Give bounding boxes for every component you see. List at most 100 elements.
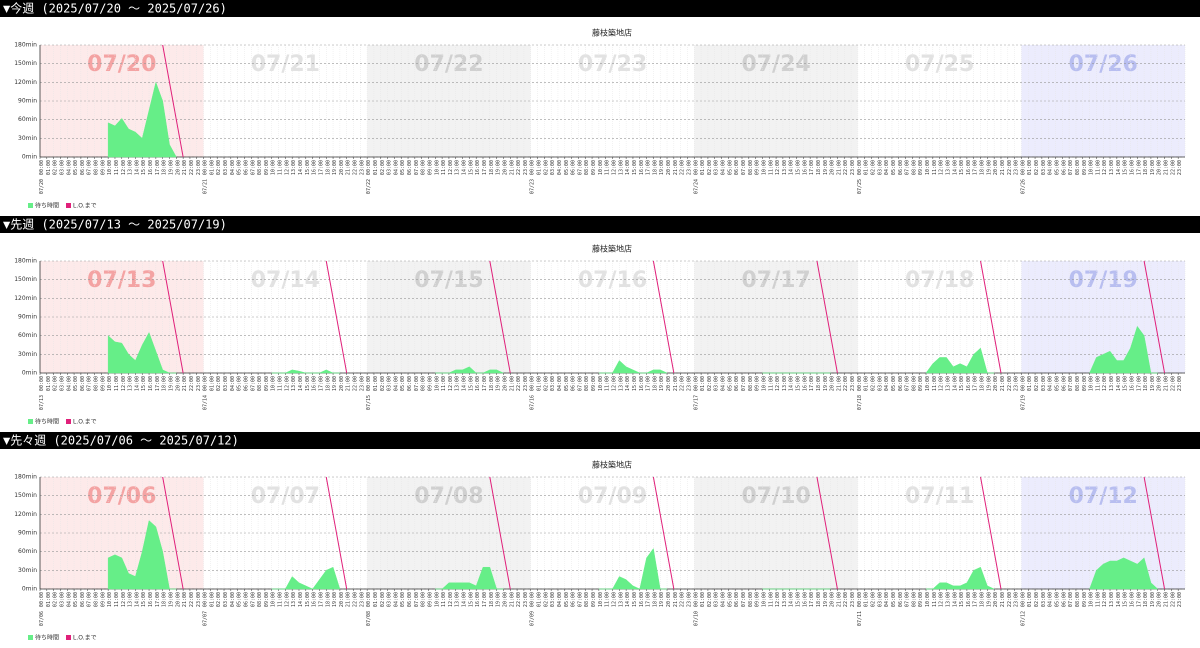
- x-tick-label: 01:00: [46, 376, 52, 391]
- x-date-label: 07/12: [1020, 611, 1026, 626]
- x-tick-label: 15:00: [141, 592, 147, 607]
- x-tick-label: 02:00: [53, 376, 59, 391]
- x-date-label: 07/13: [39, 395, 45, 410]
- x-tick-label: 11:00: [114, 592, 120, 607]
- x-tick-label: 15:00: [632, 376, 638, 391]
- x-tick-label: 14:00: [298, 376, 304, 391]
- x-tick-label: 10:00: [1089, 376, 1095, 391]
- x-tick-label: 18:00: [162, 160, 168, 175]
- section-header: ▼今週 (2025/07/20 〜 2025/07/26): [3, 1, 227, 16]
- x-tick-label: 23:00: [686, 376, 692, 391]
- x-tick-label: 14:00: [462, 160, 468, 175]
- day-label: 07/26: [1069, 52, 1138, 77]
- x-tick-label: 23:00: [196, 592, 202, 607]
- x-tick-label: 08:00: [421, 592, 427, 607]
- x-tick-label: 22:00: [680, 592, 686, 607]
- x-tick-label: 00:00: [1020, 160, 1026, 175]
- x-tick-label: 10:00: [761, 160, 767, 175]
- x-tick-label: 01:00: [537, 376, 543, 391]
- x-tick-label: 03:00: [877, 376, 883, 391]
- x-tick-label: 12:00: [612, 592, 618, 607]
- x-tick-label: 01:00: [1027, 160, 1033, 175]
- x-tick-label: 01:00: [373, 592, 379, 607]
- x-tick-label: 14:00: [789, 592, 795, 607]
- x-tick-label: 13:00: [1109, 592, 1115, 607]
- x-tick-label: 15:00: [305, 592, 311, 607]
- x-tick-label: 06:00: [1061, 592, 1067, 607]
- x-tick-label: 16:00: [802, 376, 808, 391]
- x-tick-label: 13:00: [128, 592, 134, 607]
- x-tick-label: 09:00: [918, 160, 924, 175]
- x-tick-label: 01:00: [864, 160, 870, 175]
- x-tick-label: 15:00: [959, 160, 965, 175]
- x-tick-label: 06:00: [571, 376, 577, 391]
- x-tick-label: 08:00: [1075, 592, 1081, 607]
- x-tick-label: 17:00: [809, 376, 815, 391]
- x-tick-label: 00:00: [1020, 592, 1026, 607]
- x-tick-label: 04:00: [230, 592, 236, 607]
- y-tick-label: 30min: [18, 135, 37, 142]
- x-tick-label: 08:00: [748, 160, 754, 175]
- x-tick-label: 21:00: [1164, 376, 1170, 391]
- x-tick-label: 20:00: [502, 592, 508, 607]
- x-tick-label: 18:00: [980, 376, 986, 391]
- x-tick-label: 11:00: [114, 376, 120, 391]
- x-tick-label: 09:00: [100, 160, 106, 175]
- x-tick-label: 16:00: [1129, 376, 1135, 391]
- x-tick-label: 06:00: [898, 160, 904, 175]
- x-tick-label: 20:00: [1157, 592, 1163, 607]
- day-label: 07/21: [251, 52, 320, 77]
- x-tick-label: 21:00: [836, 592, 842, 607]
- x-tick-label: 22:00: [1170, 592, 1176, 607]
- x-tick-label: 04:00: [230, 160, 236, 175]
- x-tick-label: 03:00: [223, 592, 229, 607]
- x-tick-label: 16:00: [639, 160, 645, 175]
- x-tick-label: 16:00: [475, 376, 481, 391]
- x-tick-label: 11:00: [1095, 592, 1101, 607]
- x-tick-label: 10:00: [598, 160, 604, 175]
- x-tick-label: 16:00: [802, 592, 808, 607]
- day-label: 07/14: [251, 268, 320, 293]
- x-tick-label: 04:00: [721, 592, 727, 607]
- x-tick-label: 00:00: [203, 592, 209, 607]
- x-tick-label: 02:00: [216, 376, 222, 391]
- x-tick-label: 21:00: [673, 160, 679, 175]
- y-tick-label: 30min: [18, 567, 37, 574]
- x-tick-label: 22:00: [353, 376, 359, 391]
- x-tick-label: 19:00: [168, 592, 174, 607]
- x-tick-label: 19:00: [823, 592, 829, 607]
- x-tick-label: 15:00: [796, 376, 802, 391]
- x-tick-label: 07:00: [741, 376, 747, 391]
- x-tick-label: 14:00: [134, 592, 140, 607]
- x-tick-label: 10:00: [925, 592, 931, 607]
- x-date-label: 07/24: [693, 179, 699, 194]
- x-tick-label: 21:00: [182, 592, 188, 607]
- x-tick-label: 20:00: [502, 160, 508, 175]
- x-tick-label: 12:00: [448, 160, 454, 175]
- x-tick-label: 00:00: [530, 592, 536, 607]
- x-tick-label: 13:00: [1109, 376, 1115, 391]
- x-tick-label: 00:00: [857, 592, 863, 607]
- section-header: ▼先々週 (2025/07/06 〜 2025/07/12): [3, 434, 239, 448]
- x-tick-label: 08:00: [748, 592, 754, 607]
- x-tick-label: 22:00: [680, 160, 686, 175]
- x-tick-label: 07:00: [87, 376, 93, 391]
- x-tick-label: 21:00: [673, 592, 679, 607]
- x-tick-label: 16:00: [966, 592, 972, 607]
- x-tick-label: 08:00: [584, 592, 590, 607]
- x-tick-label: 13:00: [618, 592, 624, 607]
- x-tick-label: 00:00: [857, 160, 863, 175]
- x-tick-label: 09:00: [918, 592, 924, 607]
- x-tick-label: 07:00: [905, 376, 911, 391]
- x-tick-label: 02:00: [1034, 376, 1040, 391]
- x-tick-label: 20:00: [1157, 160, 1163, 175]
- x-tick-label: 10:00: [598, 376, 604, 391]
- x-tick-label: 16:00: [966, 376, 972, 391]
- x-tick-label: 21:00: [1164, 592, 1170, 607]
- x-tick-label: 00:00: [366, 376, 372, 391]
- x-tick-label: 04:00: [393, 376, 399, 391]
- x-tick-label: 03:00: [714, 160, 720, 175]
- x-tick-label: 13:00: [455, 160, 461, 175]
- day-label: 07/23: [578, 52, 647, 77]
- x-tick-label: 07:00: [87, 160, 93, 175]
